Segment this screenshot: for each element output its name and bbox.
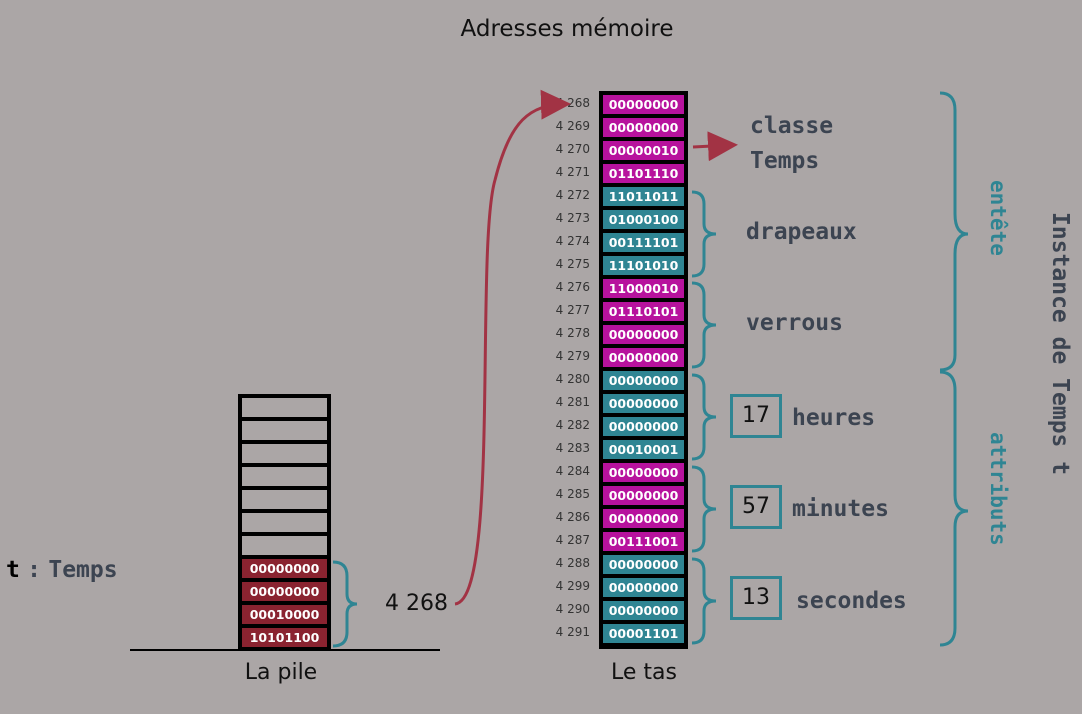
stack-empty-slot (242, 467, 327, 486)
variable-name: t (6, 557, 20, 583)
stack-caption: La pile (244, 660, 318, 685)
stack-cell: 00010000 (242, 605, 327, 624)
stack-cell: 10101100 (242, 628, 327, 647)
stack: 00000000 00000000 00010000 10101100 (238, 394, 331, 650)
heap-cell: 00000000 (603, 348, 684, 367)
type-separator: : (27, 557, 42, 583)
stack-cell: 00000000 (242, 582, 327, 601)
locks-label: verrous (746, 310, 843, 336)
heap-address: 4 269 (555, 119, 590, 133)
header-brace (939, 91, 969, 372)
stack-empty-slot (242, 513, 327, 532)
instance-label: Instance de Temps t (1047, 212, 1073, 476)
heap-cell: 00000010 (603, 141, 684, 160)
heap-cell: 01000100 (603, 210, 684, 229)
heap-address: 4 288 (555, 556, 590, 570)
seconds-brace (691, 557, 717, 645)
heap-address: 4 286 (555, 510, 590, 524)
heap-cell: 01101110 (603, 164, 684, 183)
heap-address: 4 280 (555, 372, 590, 386)
stack-empty-slot (242, 421, 327, 440)
locks-brace (691, 281, 717, 369)
heap-cell: 00000000 (603, 509, 684, 528)
heap: 00000000 00000000 00000010 01101110 11011011… (599, 91, 688, 649)
heap-address: 4 299 (555, 579, 590, 593)
heap-cell: 00000000 (603, 118, 684, 137)
heap-cell: 00010001 (603, 440, 684, 459)
stack-empty-slot (242, 490, 327, 509)
stack-variable-declaration: t : Temps (6, 557, 118, 583)
seconds-label: secondes (796, 588, 907, 614)
class-pointer-arrow (692, 131, 738, 162)
heap-cell: 11011011 (603, 187, 684, 206)
stack-empty-slot (242, 398, 327, 417)
attributes-group-label: attributs (986, 432, 1010, 546)
heap-cell: 00000000 (603, 371, 684, 390)
heap-address: 4 270 (555, 142, 590, 156)
heap-address: 4 276 (555, 280, 590, 294)
heap-address: 4 275 (555, 257, 590, 271)
minutes-label: minutes (792, 496, 889, 522)
heap-address: 4 277 (555, 303, 590, 317)
heap-address: 4 284 (555, 464, 590, 478)
heap-address: 4 274 (555, 234, 590, 248)
heap-address: 4 281 (555, 395, 590, 409)
attributes-brace (939, 370, 969, 647)
flags-brace (691, 190, 717, 278)
heap-address: 4 283 (555, 441, 590, 455)
reference-arrow (454, 89, 571, 606)
heap-cell: 00111101 (603, 233, 684, 252)
stack-brace (332, 560, 358, 648)
class-label-line1: classe (750, 113, 834, 139)
heap-cell: 00000000 (603, 486, 684, 505)
heap-cell: 00000000 (603, 325, 684, 344)
heap-cell: 00000000 (603, 578, 684, 597)
heap-address: 4 278 (555, 326, 590, 340)
heap-address: 4 285 (555, 487, 590, 501)
heap-cell: 00000000 (603, 394, 684, 413)
heap-cell: 00000000 (603, 601, 684, 620)
reference-value: 4 268 (385, 591, 448, 616)
seconds-value-box: 13 (730, 576, 782, 620)
heap-cell: 00000000 (603, 417, 684, 436)
heap-cell: 00000000 (603, 463, 684, 482)
variable-type: Temps (48, 557, 118, 583)
heap-cell: 00000000 (603, 555, 684, 574)
heap-cell: 11101010 (603, 256, 684, 275)
heap-cell: 11000010 (603, 279, 684, 298)
minutes-value-box: 57 (730, 485, 782, 529)
heap-caption: Le tas (611, 660, 677, 685)
stack-empty-slot (242, 536, 327, 555)
flags-label: drapeaux (746, 219, 857, 245)
heap-address: 4 279 (555, 349, 590, 363)
heap-address: 4 287 (555, 533, 590, 547)
heap-address: 4 271 (555, 165, 590, 179)
stack-cell: 00000000 (242, 559, 327, 578)
heap-address: 4 291 (555, 625, 590, 639)
heap-cell: 00111001 (603, 532, 684, 551)
heap-address: 4 290 (555, 602, 590, 616)
hours-brace (691, 373, 717, 461)
header-group-label: entête (986, 180, 1010, 256)
minutes-brace (691, 465, 717, 553)
heap-cell: 00000000 (603, 95, 684, 114)
heap-cell: 00001101 (603, 624, 684, 643)
hours-label: heures (792, 405, 876, 431)
heap-cell: 01110101 (603, 302, 684, 321)
heap-address: 4 272 (555, 188, 590, 202)
heap-address: 4 282 (555, 418, 590, 432)
stack-empty-slot (242, 444, 327, 463)
diagram-title: Adresses mémoire (460, 16, 674, 42)
heap-address: 4 273 (555, 211, 590, 225)
class-label-line2: Temps (750, 148, 820, 174)
hours-value-box: 17 (730, 394, 782, 438)
